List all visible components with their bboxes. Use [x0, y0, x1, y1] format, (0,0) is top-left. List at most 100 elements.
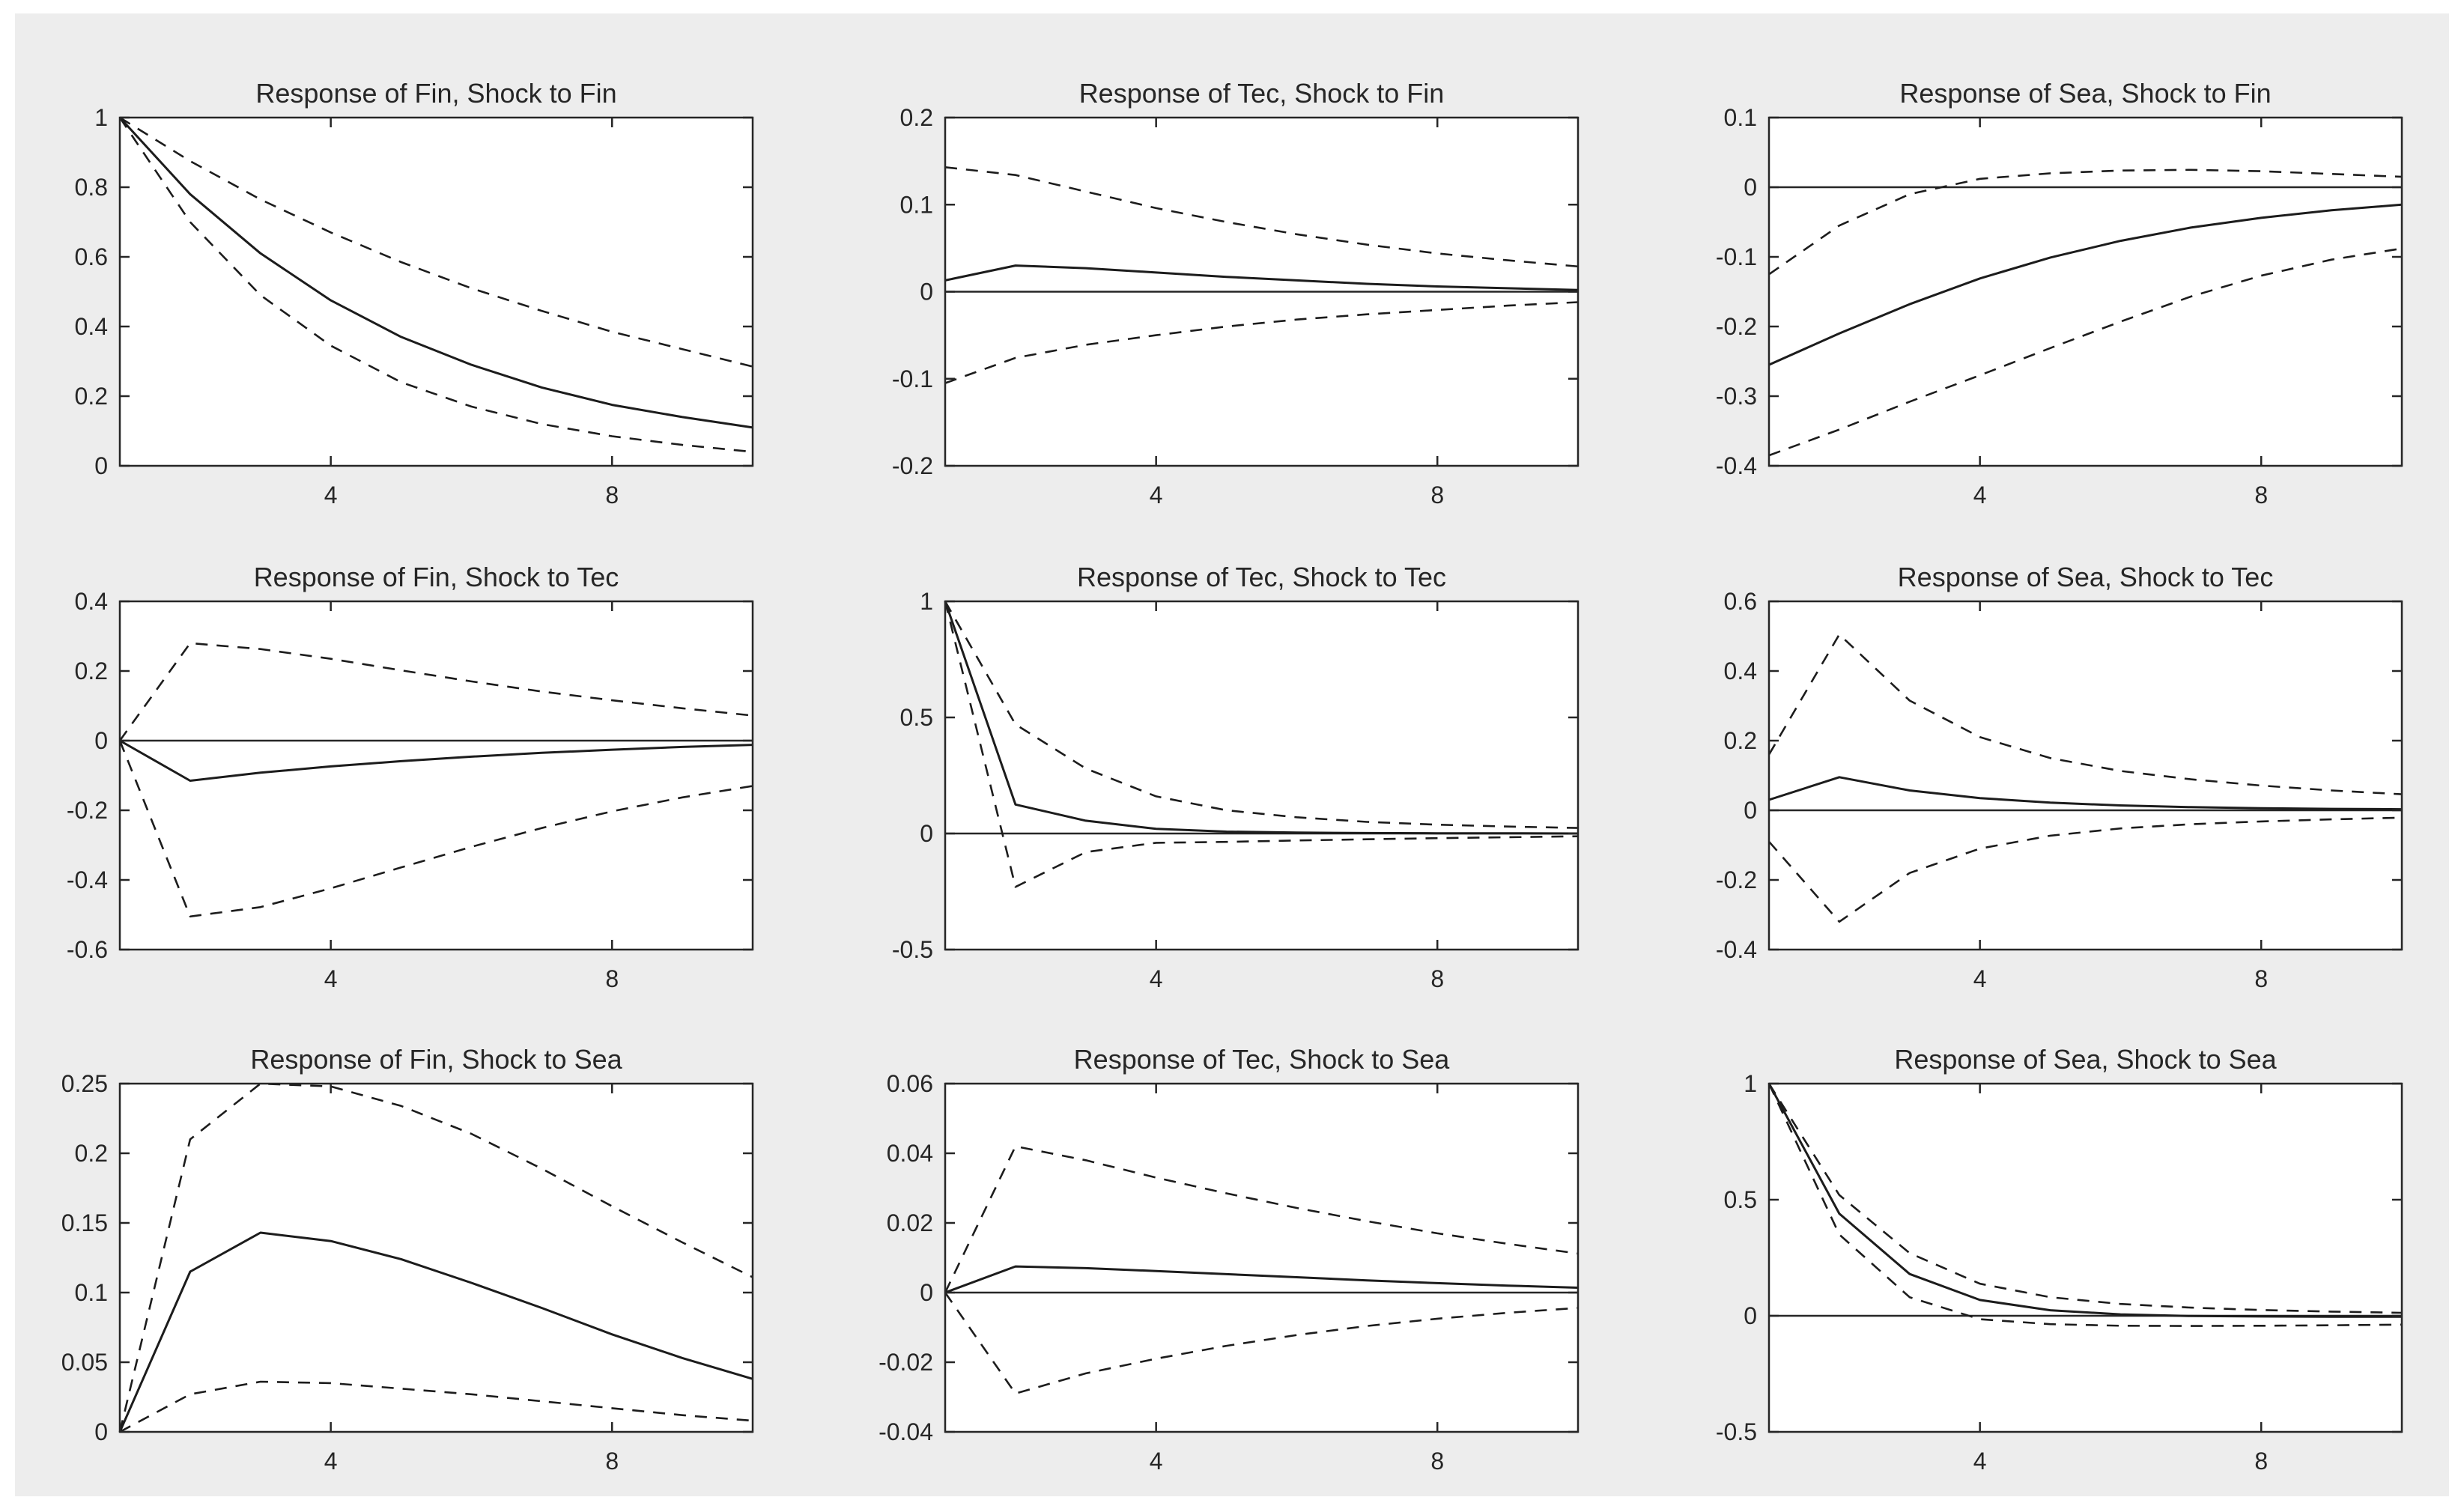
- lower-confidence-band-line: [1768, 247, 2403, 457]
- x-tick-label: 8: [605, 482, 619, 508]
- y-tick-label: 0: [920, 279, 933, 306]
- chart-response-of-sea-shock-to-sea: 4 8 -0.5 0 0.5 1 Response of Sea, Shock to Sea: [1657, 1039, 2424, 1492]
- y-tick-label: 0.1: [1724, 104, 1757, 131]
- upper-confidence-band-line: [944, 166, 1579, 268]
- y-tick-label: 0.5: [1724, 1186, 1757, 1213]
- y-tick-label: 0.2: [1724, 727, 1757, 754]
- subplot-svg: 4 8 -0.04 -0.02 0 0.02 0.04 0.06 Response of Tec…: [879, 1044, 1580, 1475]
- y-tick-label: 0.1: [900, 191, 933, 218]
- plot-area: [1769, 601, 2402, 950]
- subplot-title: Response of Sea, Shock to Sea: [1894, 1044, 2277, 1075]
- y-tick-label: 0.2: [900, 104, 933, 131]
- subplot-title: Response of Tec, Shock to Fin: [1079, 78, 1445, 109]
- upper-confidence-band-line: [1767, 633, 2403, 795]
- y-tick-label: 0.6: [1724, 588, 1757, 615]
- axis-box: [118, 600, 754, 951]
- x-tick-label: 4: [1150, 965, 1163, 992]
- subplot-title: Response of Fin, Shock to Sea: [250, 1044, 622, 1075]
- x-tick-label: 4: [1973, 965, 1987, 992]
- y-tick-label: 0: [1744, 174, 1757, 201]
- y-tick-label: 0: [94, 452, 108, 479]
- y-tick-label: 1: [1744, 1070, 1757, 1097]
- y-tick-label: 0.2: [75, 658, 108, 684]
- x-tick-label: 8: [2254, 1448, 2268, 1475]
- subplot-svg: 4 8 -0.6 -0.4 -0.2 0 0.2 0.4 Response of Fin, Sh…: [67, 562, 754, 992]
- y-tick-label: 0: [94, 727, 108, 754]
- lower-confidence-band-line: [119, 1380, 753, 1433]
- y-tick-label: -0.02: [879, 1349, 933, 1376]
- lower-confidence-band-line: [944, 301, 1579, 384]
- y-tick-label: -0.1: [1716, 243, 1757, 270]
- lower-confidence-band-line: [944, 601, 1579, 888]
- irf-point-estimate-line: [118, 1231, 753, 1433]
- axis-box: [118, 116, 754, 467]
- x-tick-label: 8: [605, 965, 619, 992]
- irf-point-estimate-line: [944, 1265, 1579, 1294]
- chart-response-of-tec-shock-to-sea: 4 8 -0.04 -0.02 0 0.02 0.04 0.06 Response of Tec…: [833, 1039, 1600, 1492]
- y-tick-label: 0.8: [75, 174, 108, 201]
- axis-box: [1767, 116, 2403, 467]
- y-tick-label: 0.04: [887, 1140, 933, 1167]
- lower-confidence-band-line: [944, 1292, 1579, 1395]
- irf-point-estimate-line: [118, 116, 753, 429]
- upper-confidence-band-line: [944, 1145, 1579, 1293]
- axis-box: [944, 600, 1580, 951]
- y-tick-label: 0: [920, 1279, 933, 1306]
- upper-confidence-band-line: [118, 1082, 753, 1433]
- subplot-title: Response of Sea, Shock to Tec: [1898, 562, 2274, 592]
- x-tick-label: 4: [324, 1448, 338, 1475]
- upper-confidence-band-line: [1768, 168, 2403, 276]
- subplot-title: Response of Fin, Shock to Fin: [255, 78, 616, 109]
- subplot-svg: 4 8 0 0.05 0.1 0.15 0.2 0.25 Response of Fin, Sh…: [61, 1044, 754, 1475]
- y-tick-label: 0.4: [75, 588, 108, 615]
- plot-area: [120, 118, 753, 466]
- y-tick-label: -0.2: [67, 797, 108, 824]
- y-tick-label: 0.6: [75, 243, 108, 270]
- y-tick-label: -0.5: [892, 936, 933, 963]
- axis-box: [1767, 1082, 2403, 1433]
- y-tick-label: 1: [920, 588, 933, 615]
- y-tick-label: -0.4: [1716, 452, 1757, 479]
- x-tick-label: 8: [2254, 965, 2268, 992]
- chart-response-of-sea-shock-to-tec: 4 8 -0.4 -0.2 0 0.2 0.4 0.6 Response of Sea, Sho…: [1657, 556, 2424, 1009]
- y-tick-label: 0: [920, 820, 933, 847]
- y-tick-label: 0.15: [61, 1209, 108, 1236]
- y-tick-label: 0.06: [887, 1070, 933, 1097]
- subplot-svg: 4 8 -0.5 0 0.5 1 Response of Sea, Shock to Sea: [1716, 1044, 2403, 1475]
- y-tick-label: 0: [1744, 797, 1757, 824]
- y-tick-label: -0.1: [892, 365, 933, 392]
- lower-confidence-band-line: [118, 740, 753, 918]
- plot-area: [945, 1084, 1578, 1432]
- y-tick-label: 0.25: [61, 1070, 108, 1097]
- chart-response-of-fin-shock-to-tec: 4 8 -0.6 -0.4 -0.2 0 0.2 0.4 Response of Fin, Sh…: [7, 556, 775, 1009]
- x-tick-label: 4: [324, 965, 338, 992]
- y-tick-label: -0.3: [1716, 383, 1757, 410]
- plot-area: [1769, 1084, 2402, 1432]
- y-tick-label: 1: [94, 104, 108, 131]
- axis-box: [118, 1082, 754, 1433]
- y-tick-label: -0.2: [892, 452, 933, 479]
- x-tick-label: 8: [1430, 1448, 1444, 1475]
- x-tick-label: 8: [1430, 482, 1444, 508]
- y-tick-label: 0: [1744, 1302, 1757, 1329]
- plot-area: [120, 601, 753, 950]
- irf-point-estimate-line: [119, 739, 753, 782]
- chart-response-of-tec-shock-to-tec: 4 8 -0.5 0 0.5 1 Response of Tec, Shock to Tec: [833, 556, 1600, 1009]
- subplot-title: Response of Tec, Shock to Sea: [1074, 1044, 1451, 1075]
- plot-area: [120, 1084, 753, 1432]
- chart-response-of-tec-shock-to-fin: 4 8 -0.2 -0.1 0 0.1 0.2 Response of Tec, Shock …: [833, 73, 1600, 526]
- x-tick-label: 4: [1973, 1448, 1987, 1475]
- irf-point-estimate-line: [944, 264, 1579, 291]
- subplot-svg: 4 8 -0.2 -0.1 0 0.1 0.2 Response of Tec, Shock …: [892, 78, 1580, 508]
- subplot-svg: 4 8 0 0.2 0.4 0.6 0.8 1 Response of Fin, Shock t…: [75, 78, 754, 508]
- y-tick-label: -0.04: [879, 1418, 933, 1445]
- y-tick-label: -0.4: [1716, 936, 1757, 963]
- y-tick-label: 0: [94, 1418, 108, 1445]
- y-tick-label: 0.05: [61, 1349, 108, 1376]
- lower-confidence-band-line: [1768, 816, 2403, 923]
- y-tick-label: 0.5: [900, 704, 933, 731]
- y-tick-label: 0.4: [75, 313, 108, 340]
- subplot-svg: 4 8 -0.4 -0.3 -0.2 -0.1 0 0.1 Response of Sea, S…: [1716, 78, 2403, 508]
- subplot-title: Response of Tec, Shock to Tec: [1077, 562, 1446, 592]
- upper-confidence-band-line: [1767, 1083, 2403, 1314]
